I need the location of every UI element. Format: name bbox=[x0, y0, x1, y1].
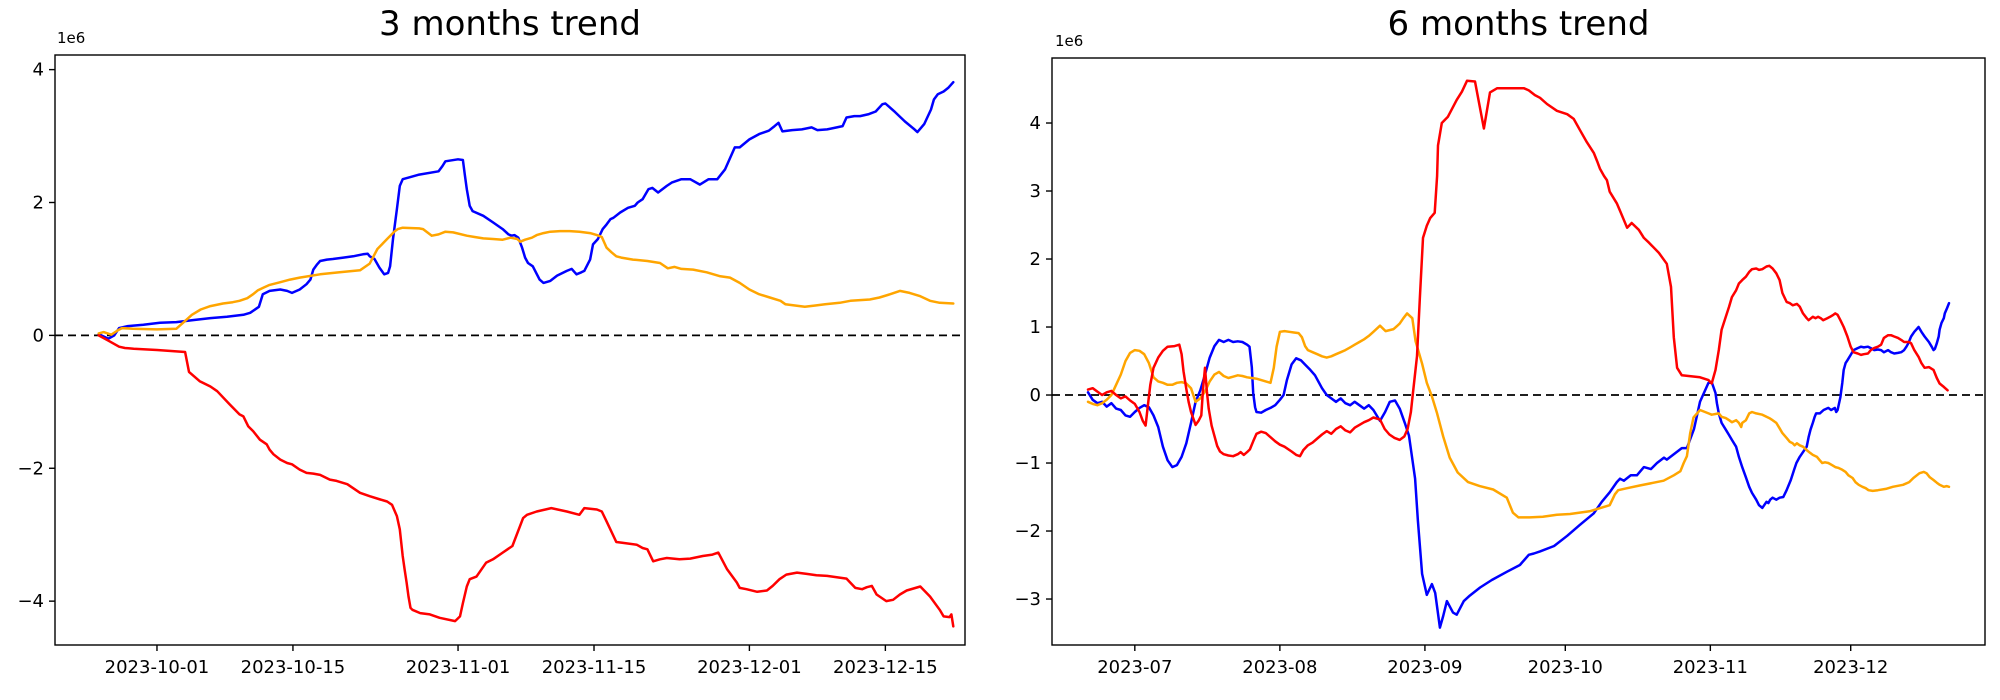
x-tick-label: 2023-12 bbox=[1813, 657, 1888, 678]
series-line-red bbox=[97, 334, 955, 628]
x-tick-label: 2023-08 bbox=[1242, 657, 1317, 678]
y-tick-label: −1 bbox=[1014, 453, 1041, 474]
axes-frame bbox=[54, 54, 966, 646]
y-tick-label: 1 bbox=[1030, 317, 1041, 338]
chart-panel-3-months: 4 2 0 −2 −4 2023-10-01 2023-10-15 2023-11-01 202… bbox=[17, 54, 966, 678]
y-tick-label: −3 bbox=[1014, 589, 1041, 610]
x-tick-label: 2023-12-15 bbox=[833, 657, 938, 678]
x-tick-label: 2023-11-15 bbox=[542, 657, 647, 678]
series-line-blue bbox=[1086, 301, 1951, 629]
x-tick-label: 2023-11-01 bbox=[406, 657, 511, 678]
x-tick-label: 2023-10 bbox=[1528, 657, 1603, 678]
x-tick-label: 2023-07 bbox=[1097, 657, 1172, 678]
y-tick-label: −2 bbox=[1014, 521, 1041, 542]
y-axis-offset-label-right: 1e6 bbox=[1055, 32, 1084, 50]
y-tick-label: 3 bbox=[1030, 181, 1041, 202]
y-tick-label: 4 bbox=[1030, 113, 1041, 134]
chart-title-6-months: 6 months trend bbox=[1387, 4, 1650, 44]
y-tick-label: −4 bbox=[17, 591, 44, 612]
chart-panel-6-months: 4 3 2 1 0 −1 −2 −3 2023-07 2023-08 2023-09 2023-10 2… bbox=[1014, 57, 1986, 678]
y-tick-label: 0 bbox=[1030, 385, 1041, 406]
axes-frame bbox=[1051, 57, 1986, 646]
series-line-red bbox=[1086, 79, 1949, 458]
x-tick-label: 2023-12-01 bbox=[697, 657, 802, 678]
series-line-orange bbox=[97, 226, 955, 336]
y-axis-offset-label-left: 1e6 bbox=[57, 29, 86, 47]
chart-title-3-months: 3 months trend bbox=[379, 4, 641, 44]
x-tick-label: 2023-10-01 bbox=[105, 657, 210, 678]
x-tick-label: 2023-10-15 bbox=[241, 657, 346, 678]
series-line-orange bbox=[1086, 312, 1951, 519]
y-tick-label: −2 bbox=[17, 458, 44, 479]
y-tick-label: 4 bbox=[33, 60, 44, 81]
x-tick-label: 2023-11 bbox=[1673, 657, 1748, 678]
x-tick-label: 2023-09 bbox=[1387, 657, 1462, 678]
y-tick-label: 2 bbox=[33, 193, 44, 214]
y-tick-label: 0 bbox=[33, 325, 44, 346]
y-tick-label: 2 bbox=[1030, 249, 1041, 270]
series-line-blue bbox=[97, 80, 955, 340]
